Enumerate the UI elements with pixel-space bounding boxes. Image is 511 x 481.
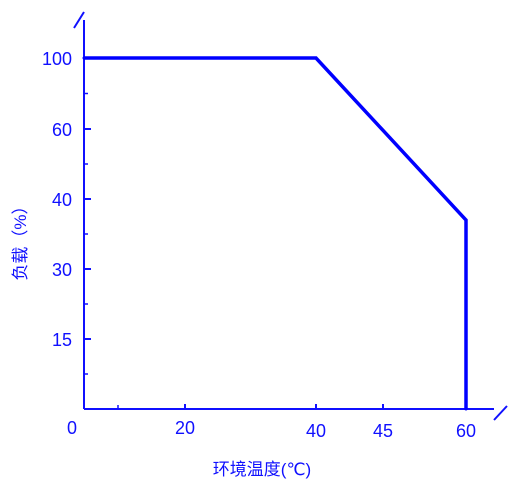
y-tick-label: 15 [52,330,72,350]
x-tick-label: 45 [373,421,393,441]
x-axis-arrow [493,405,508,421]
y-tick-label: 40 [52,190,72,210]
series-point [464,218,468,222]
y-axis-title: 负载（%） [11,197,30,280]
y-tick-label: 30 [52,260,72,280]
y-axis-arrow [73,11,85,29]
series-point [314,56,318,60]
x-axis-end-label: 60 [456,421,476,441]
series-line [84,56,468,409]
x-tick-label: 20 [175,418,195,438]
series-point [82,56,86,60]
series-layer [82,56,468,411]
x-ticks: 20 40 45 [117,404,467,441]
x-axis-title: 环境温度(℃) [213,460,311,479]
x-tick-label: 40 [306,421,326,441]
origin-label: 0 [67,418,77,438]
y-tick-label: 60 [52,120,72,140]
series-point [464,407,468,411]
y-ticks: 100 60 40 30 15 [42,49,91,375]
y-tick-label: 100 [42,49,72,69]
